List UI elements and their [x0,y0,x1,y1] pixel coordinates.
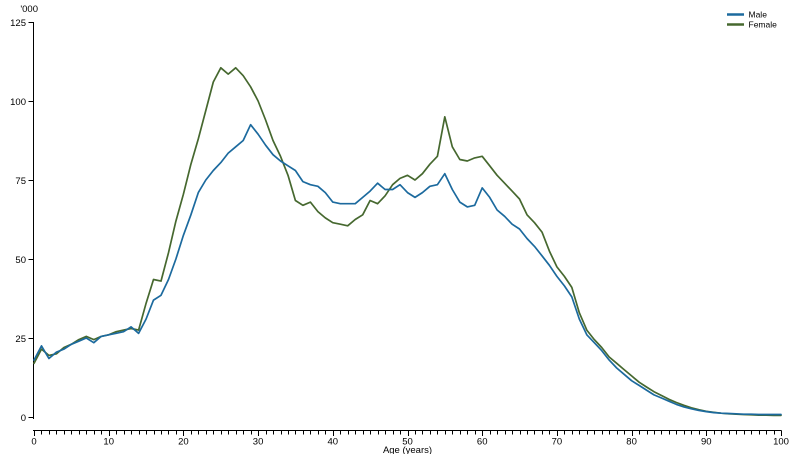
x-tick-label: 50 [402,437,413,448]
y-tick-label: 100 [10,97,26,108]
series-line-male [33,123,782,416]
x-tick-label: 30 [253,437,264,448]
x-axis-title: Age (years) [383,445,432,454]
y-tick-label: 125 [10,18,26,29]
y-axis: 0 25 50 75 100 125 '000 [10,4,38,424]
x-tick-label: 20 [178,437,189,448]
x-tick-label: 80 [626,437,637,448]
y-tick-label: 25 [15,334,26,345]
series-lines [33,66,782,417]
series-line-female [33,66,782,417]
x-tick-label: 60 [477,437,488,448]
x-tick-label: 90 [701,437,712,448]
x-tick-label: 10 [103,437,114,448]
x-tick-label: 100 [773,437,789,448]
y-axis-title: '000 [20,4,38,15]
y-tick-label: 0 [21,413,26,424]
x-axis: 0 10 20 30 40 50 60 70 80 90 100 Age (years) [31,430,789,454]
legend-label-female: Female [749,20,778,30]
y-tick-label: 75 [15,176,26,187]
x-tick-label: 40 [328,437,339,448]
y-tick-label: 50 [15,255,26,266]
x-tick-label: 0 [31,437,36,448]
legend-label-male: Male [749,10,768,20]
x-tick-label: 70 [552,437,563,448]
